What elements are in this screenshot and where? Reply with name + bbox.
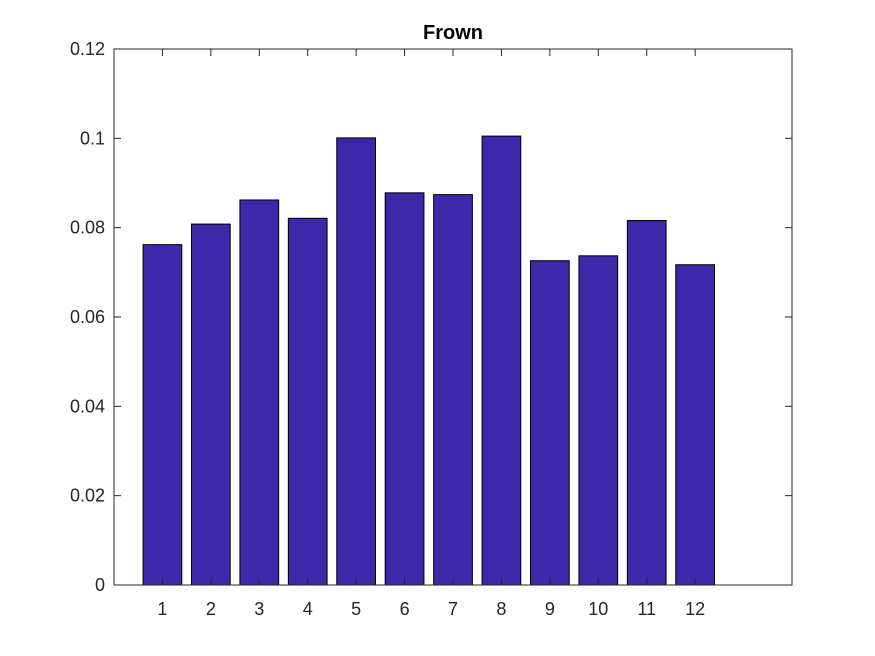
x-tick-label: 11 (637, 599, 656, 619)
x-tick-label: 10 (588, 599, 608, 619)
y-axis-ticks: 0 0.02 0.04 0.06 0.08 0.1 0.12 (70, 39, 792, 595)
bar-2 (190, 223, 231, 586)
y-tick-label: 0.1 (80, 128, 105, 148)
plot-frame (113, 48, 793, 586)
bar-12 (675, 264, 716, 586)
bar-8 (481, 135, 522, 586)
x-tick-label: 4 (303, 599, 313, 619)
y-tick-label: 0.04 (70, 396, 105, 416)
bar-6 (384, 192, 425, 586)
x-tick-label: 12 (685, 599, 705, 619)
bar-3 (239, 199, 280, 586)
x-tick-label: 9 (545, 599, 555, 619)
y-tick-label: 0.12 (70, 39, 105, 59)
bar-5 (336, 137, 377, 586)
x-axis-ticks: 1 2 3 4 5 6 7 8 9 10 11 12 (157, 49, 705, 619)
x-tick-label: 6 (400, 599, 410, 619)
bar-1 (142, 244, 183, 586)
chart-title: Frown (423, 22, 483, 44)
x-tick-label: 3 (254, 599, 264, 619)
bars (142, 135, 716, 586)
y-tick-label: 0.02 (70, 486, 105, 506)
x-tick-label: 8 (496, 599, 506, 619)
bar-10 (578, 255, 619, 586)
bar-11 (626, 220, 667, 586)
x-tick-label: 5 (351, 599, 361, 619)
bar-9 (529, 260, 570, 586)
x-tick-label: 2 (206, 599, 216, 619)
y-tick-label: 0 (95, 575, 105, 595)
y-tick-label: 0.06 (70, 307, 105, 327)
x-tick-label: 7 (448, 599, 458, 619)
bar-4 (287, 217, 328, 586)
x-tick-label: 1 (157, 599, 167, 619)
bar-7 (433, 194, 473, 586)
y-tick-label: 0.08 (70, 218, 105, 238)
